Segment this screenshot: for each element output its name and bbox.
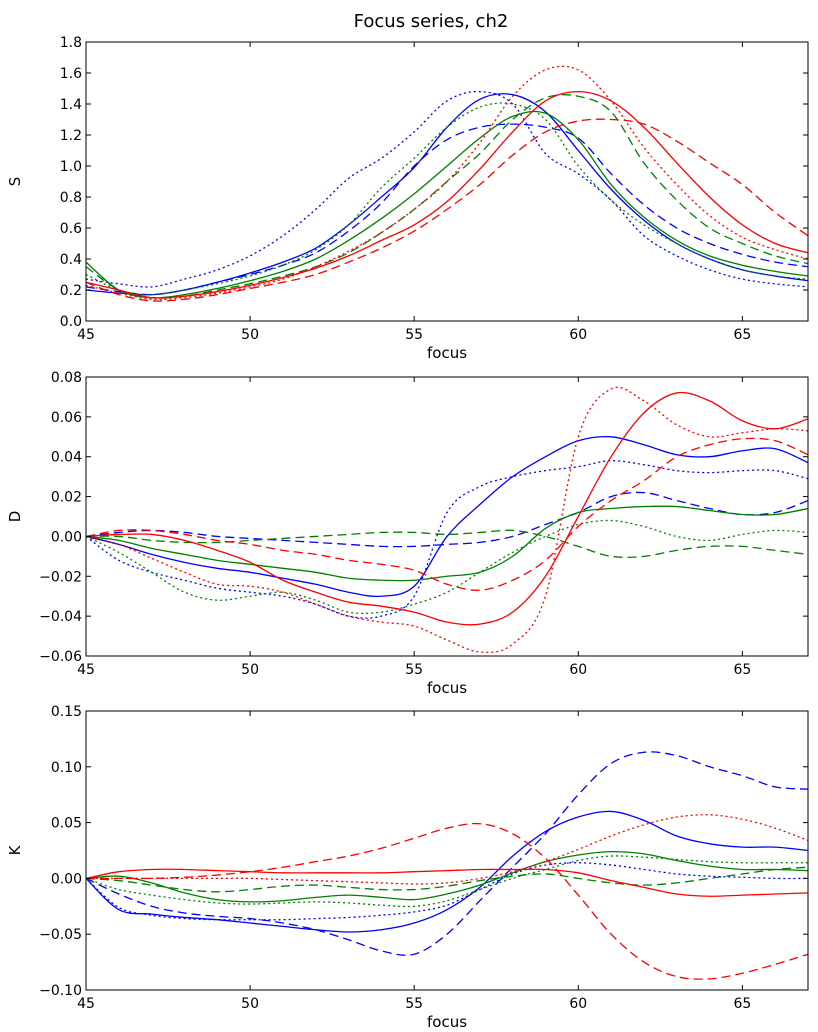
y-tick-label: 0.04 xyxy=(51,450,82,466)
y-tick-label: 0.08 xyxy=(51,370,82,386)
series-line-green-dashed xyxy=(86,529,808,559)
y-tick-label: 0.15 xyxy=(51,704,82,720)
x-tick-label: 55 xyxy=(405,327,423,343)
series-line-red-dotted xyxy=(86,814,808,885)
y-tick-label: 0.10 xyxy=(51,760,82,776)
series-line-red-solid xyxy=(86,868,808,897)
x-tick-label: 50 xyxy=(241,327,259,343)
series-line-blue-solid xyxy=(86,93,808,296)
x-tick-label: 60 xyxy=(569,996,587,1012)
figure-title: Focus series, ch2 xyxy=(354,11,509,32)
y-tick-label: 0.02 xyxy=(51,490,82,506)
series-line-green-dotted xyxy=(86,855,808,908)
series-line-red-solid xyxy=(86,90,808,299)
x-axis-label: focus xyxy=(427,1013,467,1031)
y-tick-label: 0.0 xyxy=(60,314,82,330)
x-tick-label: 60 xyxy=(569,327,587,343)
x-tick-label: 50 xyxy=(241,662,259,678)
series-line-blue-dotted xyxy=(86,90,808,288)
series-line-green-solid xyxy=(86,110,808,299)
x-tick-label: 65 xyxy=(733,662,751,678)
y-tick-label: −0.04 xyxy=(39,609,82,625)
panel-s: 45 50 55 60 65 0.0 0.2 0.4 0.6 0.8 1.0 1.2 1.4 1.6 1.8… xyxy=(6,35,809,362)
y-tick-label: 0.00 xyxy=(51,529,82,545)
x-axis-label: focus xyxy=(427,679,467,697)
y-tick-label: 0.4 xyxy=(60,252,82,268)
series-line-red-dashed xyxy=(86,822,808,980)
series-line-green-dotted xyxy=(86,519,808,615)
series-line-red-solid xyxy=(86,391,808,626)
y-tick-label: 1.4 xyxy=(60,97,82,113)
series-line-blue-solid xyxy=(86,810,808,933)
x-tick-label: 45 xyxy=(77,327,95,343)
axes-frame xyxy=(85,376,809,657)
y-tick-label: 0.2 xyxy=(60,283,82,299)
x-tick-label: 55 xyxy=(405,996,423,1012)
x-tick-label: 55 xyxy=(405,662,423,678)
series-group xyxy=(86,751,808,980)
y-axis-label: K xyxy=(6,844,24,855)
series-line-blue-dotted xyxy=(86,862,808,921)
panels: 45 50 55 60 65 0.0 0.2 0.4 0.6 0.8 1.0 1.2 1.4 1.6 1.8… xyxy=(6,35,809,1031)
x-tick-label: 65 xyxy=(733,996,751,1012)
y-tick-label: 0.6 xyxy=(60,221,82,237)
series-line-green-dotted xyxy=(86,102,808,296)
y-tick-label: 0.06 xyxy=(51,410,82,426)
series-line-red-dashed xyxy=(86,118,808,302)
series-line-blue-solid xyxy=(86,435,808,598)
y-axis-label: D xyxy=(6,511,24,523)
y-tick-label: 0.05 xyxy=(51,816,82,832)
series-group xyxy=(86,386,808,654)
y-tick-label: −0.02 xyxy=(39,569,82,585)
y-tick-label: −0.06 xyxy=(39,649,82,665)
series-line-blue-dashed xyxy=(86,123,808,296)
y-tick-label: 0.8 xyxy=(60,190,82,206)
y-tick-label: −0.10 xyxy=(39,983,82,999)
series-line-green-dashed xyxy=(86,866,808,893)
y-tick-label: 1.6 xyxy=(60,66,82,82)
series-line-blue-dashed xyxy=(86,751,808,956)
series-line-green-dashed xyxy=(86,94,808,299)
axes-frame xyxy=(85,41,809,322)
x-tick-label: 45 xyxy=(77,662,95,678)
panel-d: 45 50 55 60 65 −0.06 −0.04 −0.02 0.00 0.02 0.04 0.0… xyxy=(6,370,809,697)
y-axis-label: S xyxy=(6,177,24,187)
panel-k: 45 50 55 60 65 −0.10 −0.05 0.00 0.05 0.10 0.15 focu… xyxy=(6,704,809,1031)
x-tick-label: 65 xyxy=(733,327,751,343)
y-tick-label: 1.8 xyxy=(60,35,82,51)
x-tick-label: 50 xyxy=(241,996,259,1012)
axes-frame xyxy=(85,710,809,991)
series-group xyxy=(86,65,808,302)
x-tick-label: 45 xyxy=(77,996,95,1012)
series-line-blue-dotted xyxy=(86,460,808,619)
series-line-red-dashed xyxy=(86,437,808,591)
y-tick-label: −0.05 xyxy=(39,927,82,943)
x-axis-label: focus xyxy=(427,344,467,362)
x-tick-label: 60 xyxy=(569,662,587,678)
y-tick-label: 1.2 xyxy=(60,128,82,144)
y-tick-label: 1.0 xyxy=(60,159,82,175)
series-line-green-solid xyxy=(86,505,808,582)
y-tick-label: 0.00 xyxy=(51,871,82,887)
series-line-blue-dashed xyxy=(86,491,808,548)
series-line-green-solid xyxy=(86,850,808,903)
series-line-red-dotted xyxy=(86,386,808,654)
